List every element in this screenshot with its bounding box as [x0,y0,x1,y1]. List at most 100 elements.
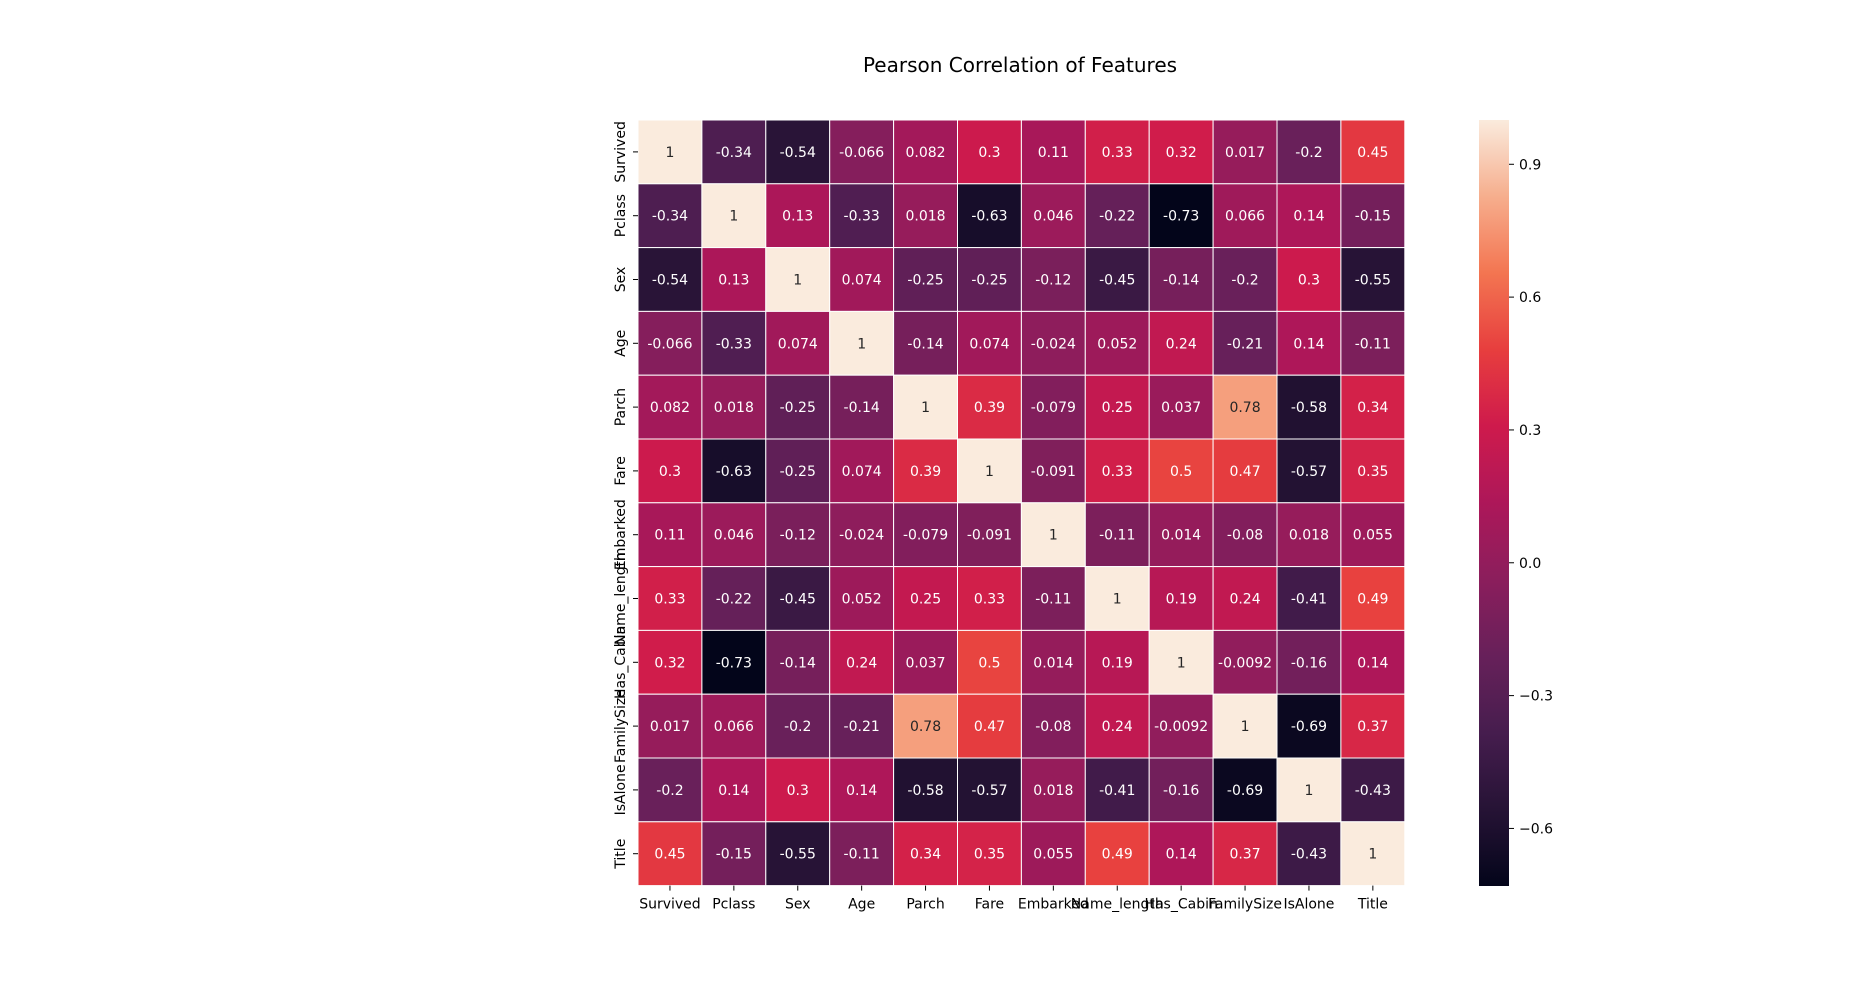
cell-value-label: 0.074 [778,336,818,352]
heatmap-cell-fill [1020,183,1086,249]
heatmap-cell-fill [637,629,703,695]
heatmap-cell: 0.066 [701,693,767,759]
heatmap-cell-fill [1084,757,1150,823]
heatmap-cell-fill [1276,693,1342,759]
cell-value-label: -0.43 [1291,847,1327,863]
heatmap-cell-fill [1020,374,1086,440]
chart-title: Pearson Correlation of Features [863,53,1177,77]
colorbar-tick-label: 0.9 [1519,157,1541,173]
row-label-has-cabin: Has_Cabin [613,626,629,699]
cell-value-label: -0.08 [1227,528,1263,544]
cell-value-label: 0.018 [906,209,946,225]
heatmap-cell: -0.091 [1020,438,1086,504]
cell-value-label: 0.24 [1166,336,1197,352]
heatmap-cell-fill [893,247,958,312]
heatmap-cell-fill [765,247,831,312]
heatmap-cell: 0.3 [765,757,831,823]
heatmap-cell: 0.34 [1340,374,1406,440]
heatmap-cell-fill [1084,566,1150,631]
heatmap-cell: 0.78 [1212,374,1278,440]
heatmap-cell-fill [1212,502,1278,568]
heatmap-cell-fill [1340,629,1406,695]
heatmap-cell: -0.2 [1212,247,1278,312]
cell-value-label: 0.046 [714,528,754,544]
heatmap-cell: 0.018 [1276,502,1342,568]
heatmap-cell: 0.055 [1340,502,1406,568]
cell-value-label: 0.3 [659,464,681,480]
heatmap-cell: 0.39 [893,438,958,504]
heatmap-cell: -0.2 [1276,119,1342,185]
heatmap-cell: 0.19 [1084,629,1150,695]
heatmap-cell: 0.37 [1212,821,1278,887]
heatmap-cell-fill [829,693,895,759]
heatmap-cell-fill [1276,310,1342,376]
cell-value-label: 1 [1368,847,1377,863]
heatmap-cell-fill [893,566,958,631]
heatmap-cell: 1 [1084,566,1150,631]
row-label-title: Title [613,839,629,870]
heatmap-cell-fill [829,566,895,631]
heatmap-cell: 0.33 [1084,438,1150,504]
cell-value-label: -0.14 [1163,273,1199,289]
row-label-age: Age [613,330,629,357]
heatmap-cell-fill [1084,374,1150,440]
cell-value-label: 0.5 [978,655,1000,671]
heatmap-cell-fill [701,693,767,759]
heatmap-cell-fill [701,821,767,887]
heatmap-cell: 0.017 [637,693,703,759]
heatmap-cell: -0.066 [637,310,703,376]
heatmap-cell: -0.2 [637,757,703,823]
cell-value-label: 0.052 [1097,336,1137,352]
heatmap-cell: 0.074 [765,310,831,376]
heatmap-cell-fill [957,502,1022,568]
cell-value-label: 1 [665,145,674,161]
cell-value-label: -0.08 [1035,719,1071,735]
heatmap-cell-fill [1340,821,1406,887]
cell-value-label: 0.082 [906,145,946,161]
cell-value-label: 0.24 [846,655,877,671]
heatmap-cell-fill [1212,693,1278,759]
heatmap-cell-fill [637,247,703,312]
heatmap-cell: 0.24 [1084,693,1150,759]
heatmap-cell: 0.3 [957,119,1022,185]
heatmap-cell: -0.15 [701,821,767,887]
heatmap-cell: 0.14 [1148,821,1214,887]
column-label-familysize: FamilySize [1208,897,1282,913]
cell-value-label: -0.57 [971,783,1007,799]
heatmap-cell-fill [1340,183,1406,249]
heatmap-cell: -0.69 [1212,757,1278,823]
colorbar-tick-label: 0.6 [1519,290,1541,306]
heatmap-cell-fill [957,757,1022,823]
cell-value-label: -0.58 [907,783,943,799]
cell-value-label: 0.018 [1033,783,1073,799]
cell-value-label: 0.39 [974,400,1005,416]
cell-value-label: 0.037 [906,655,946,671]
cell-value-label: 0.78 [1229,400,1260,416]
heatmap-cell: -0.54 [765,119,831,185]
cell-value-label: 0.3 [1298,273,1320,289]
heatmap-cell: 0.017 [1212,119,1278,185]
cell-value-label: 0.018 [1289,528,1329,544]
heatmap-cell: 1 [893,374,958,440]
cell-value-label: 0.47 [974,719,1005,735]
heatmap-cell: -0.0092 [1212,629,1278,695]
heatmap-cell-fill [1276,629,1342,695]
cell-value-label: 1 [985,464,994,480]
cell-value-label: 0.066 [714,719,754,735]
heatmap-cell-fill [1020,821,1086,887]
heatmap-cell-fill [1148,438,1214,504]
heatmap-cell-fill [765,374,831,440]
heatmap-cell: 0.046 [1020,183,1086,249]
column-label-age: Age [848,897,875,913]
heatmap-cell-fill [1276,566,1342,631]
heatmap-cell: 0.052 [829,566,895,631]
heatmap-cell: 0.082 [637,374,703,440]
cell-value-label: -0.25 [907,273,943,289]
heatmap-cell: 0.5 [1148,438,1214,504]
cell-value-label: 1 [921,400,930,416]
heatmap-cell: -0.58 [1276,374,1342,440]
heatmap-cell: -0.12 [765,502,831,568]
cell-value-label: 1 [793,273,802,289]
heatmap-cell-fill [1212,183,1278,249]
cell-value-label: -0.45 [780,592,816,608]
